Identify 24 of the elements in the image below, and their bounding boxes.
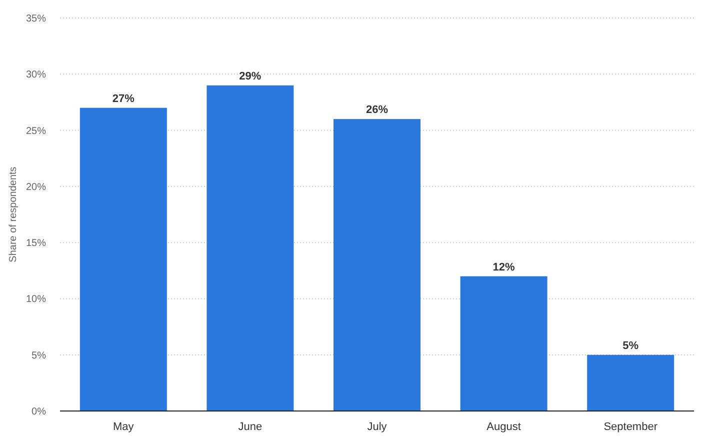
y-tick-label: 25% [26,126,46,137]
y-tick-label: 30% [26,70,46,81]
data-label: 29% [239,70,262,82]
x-tick-label: June [238,421,262,433]
bar [206,85,294,411]
x-tick-label: May [113,421,134,433]
data-label: 26% [366,104,388,116]
y-axis-title: Share of respondents [8,166,19,262]
y-tick-label: 5% [32,350,46,362]
x-tick-label: September [604,421,658,433]
bar [334,119,420,411]
x-tick-label: August [486,421,521,433]
y-tick-label: 10% [26,294,46,306]
data-label: 5% [622,340,639,352]
y-tick-label: 15% [26,238,46,250]
bar [80,108,167,411]
data-label: 12% [492,261,516,274]
y-tick-label: 35% [26,14,46,24]
x-tick-label: July [367,421,388,433]
bar [460,276,548,411]
y-tick-label: 20% [26,182,46,193]
y-tick-label: 0% [32,406,46,418]
bar [587,354,674,411]
data-label: 27% [112,92,135,105]
